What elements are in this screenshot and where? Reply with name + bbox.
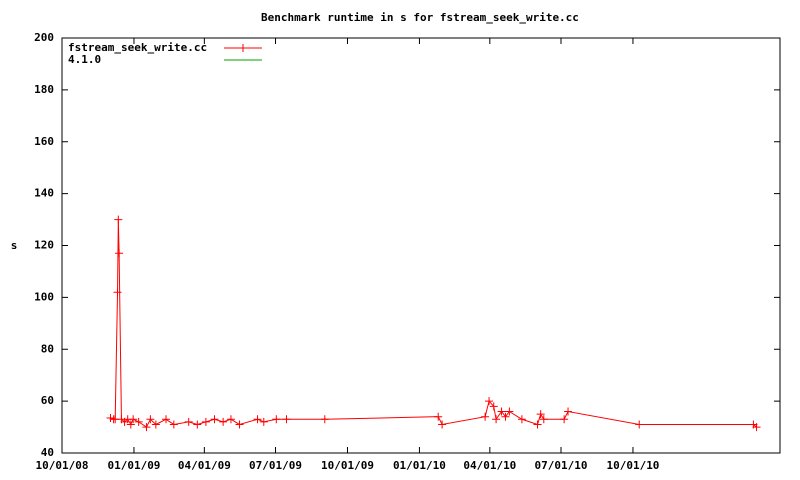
data-point [481, 412, 490, 421]
data-point [489, 402, 498, 411]
chart-title: Benchmark runtime in s for fstream_seek_… [261, 11, 579, 24]
y-tick-label: 200 [34, 31, 54, 44]
data-point [226, 415, 235, 424]
x-tick-label: 10/01/10 [606, 459, 659, 472]
data-point [536, 410, 545, 419]
data-point [134, 417, 143, 426]
y-tick-label: 140 [34, 187, 54, 200]
data-point [438, 420, 447, 429]
data-point [193, 420, 202, 429]
x-tick-label: 10/01/08 [36, 459, 89, 472]
x-tick-label: 01/01/10 [393, 459, 446, 472]
data-point [169, 420, 178, 429]
data-point [142, 423, 151, 432]
data-point [201, 417, 210, 426]
legend-label: fstream_seek_write.cc [68, 41, 207, 54]
data-point [210, 415, 219, 424]
data-point [272, 415, 281, 424]
y-tick-label: 120 [34, 239, 54, 252]
y-tick-label: 60 [41, 394, 54, 407]
data-point [219, 417, 228, 426]
data-point [184, 417, 193, 426]
data-point [162, 415, 171, 424]
data-point [564, 407, 573, 416]
data-point [259, 417, 268, 426]
data-point [115, 249, 124, 258]
x-tick-label: 01/01/09 [107, 459, 160, 472]
y-tick-label: 40 [41, 446, 54, 459]
data-point [126, 420, 135, 429]
data-point [146, 415, 155, 424]
data-point [253, 415, 262, 424]
x-tick-label: 10/01/09 [321, 459, 374, 472]
data-point [434, 412, 443, 421]
y-axis-label: s [11, 239, 18, 252]
data-point [539, 415, 548, 424]
data-point [492, 415, 501, 424]
data-point [129, 415, 138, 424]
data-point [320, 415, 329, 424]
x-tick-label: 07/01/10 [535, 459, 588, 472]
data-point [485, 397, 494, 406]
data-point [533, 420, 542, 429]
x-tick-label: 04/01/10 [463, 459, 516, 472]
y-tick-label: 80 [41, 342, 54, 355]
y-tick-label: 180 [34, 83, 54, 96]
data-point [501, 412, 510, 421]
data-point [282, 415, 291, 424]
data-point [635, 420, 644, 429]
legend-marker [239, 44, 247, 52]
data-point [114, 215, 123, 224]
data-point [497, 407, 506, 416]
plot-frame [61, 37, 781, 454]
data-point [235, 420, 244, 429]
legend-label: 4.1.0 [68, 53, 101, 66]
y-tick-label: 100 [34, 290, 54, 303]
data-point [505, 407, 514, 416]
x-tick-label: 07/01/09 [249, 459, 302, 472]
series-line [110, 219, 757, 428]
x-tick-label: 04/01/09 [178, 459, 231, 472]
data-point [151, 420, 160, 429]
data-point [560, 415, 569, 424]
data-point [752, 423, 761, 432]
data-point [517, 415, 526, 424]
y-tick-label: 160 [34, 135, 54, 148]
data-point [113, 288, 122, 297]
